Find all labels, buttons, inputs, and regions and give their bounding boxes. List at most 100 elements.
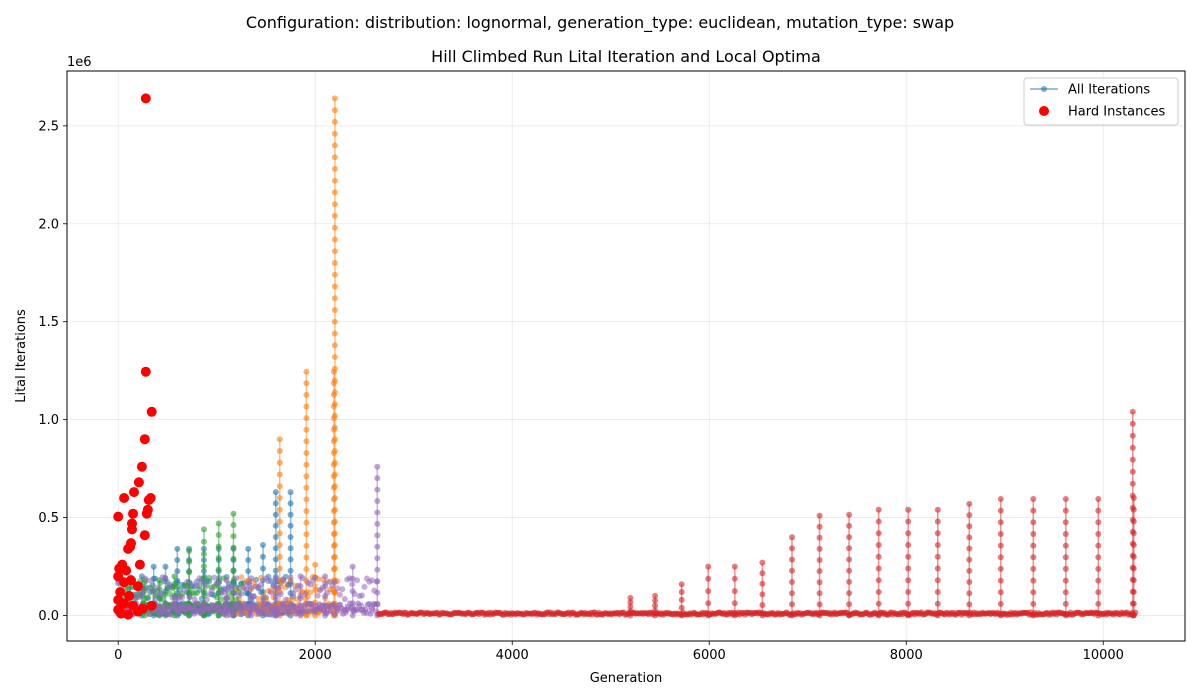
data-point [276, 471, 283, 478]
data-point [875, 600, 882, 607]
data-point [1095, 600, 1102, 607]
data-point [181, 587, 188, 593]
data-point [303, 391, 310, 398]
y-tick-label: 0.5 [38, 511, 59, 526]
hard-instance-point [124, 590, 135, 601]
data-point [846, 567, 853, 574]
data-point [330, 484, 337, 491]
data-point [304, 608, 311, 615]
data-point [280, 576, 287, 583]
data-point [331, 165, 338, 172]
data-point [331, 224, 338, 231]
hard-instance-point [132, 581, 143, 592]
y-tick-label: 1.0 [38, 413, 59, 428]
data-point [331, 189, 338, 196]
data-point [255, 595, 262, 602]
data-point [297, 573, 304, 580]
data-point [144, 584, 151, 591]
data-point [331, 611, 338, 618]
data-point [331, 354, 338, 360]
data-point [331, 307, 338, 313]
data-point [905, 530, 912, 537]
data-point [731, 563, 738, 570]
y-axis: 0.0 0.5 1.0 1.5 2.0 2.5 [38, 119, 67, 624]
data-point [652, 592, 659, 599]
data-point [166, 584, 173, 591]
data-point [846, 534, 853, 541]
data-point [905, 589, 912, 595]
data-point [678, 612, 685, 619]
data-point [374, 463, 381, 470]
data-point [875, 542, 882, 548]
data-point [816, 601, 823, 608]
data-point [243, 585, 250, 592]
data-point [652, 607, 659, 614]
data-point [627, 599, 634, 606]
data-point [934, 600, 941, 607]
data-point [1095, 554, 1102, 561]
data-point [1062, 507, 1069, 514]
data-point [314, 592, 321, 599]
data-point [303, 368, 310, 375]
y-tick-label: 0.0 [38, 609, 59, 624]
data-point [330, 403, 337, 410]
hard-instances [113, 93, 157, 620]
data-point [1062, 496, 1069, 502]
hard-instance-point [139, 530, 150, 541]
data-point [228, 582, 235, 589]
data-point [875, 518, 882, 525]
data-point [759, 591, 766, 598]
data-point [331, 330, 338, 337]
data-point [297, 602, 304, 609]
data-point [272, 511, 279, 518]
data-point [239, 610, 246, 617]
data-point [260, 553, 266, 560]
data-point [206, 574, 213, 581]
data-point [276, 565, 283, 572]
data-point [1095, 565, 1102, 572]
data-point [330, 438, 337, 445]
data-point [349, 612, 356, 619]
data-point [1030, 531, 1037, 537]
data-point [905, 506, 912, 513]
data-point [330, 426, 337, 433]
data-point [272, 612, 279, 619]
data-point [997, 531, 1004, 537]
data-point [303, 496, 310, 503]
data-point [1062, 600, 1069, 607]
data-point [334, 585, 341, 592]
data-point [233, 575, 240, 582]
data-point [846, 545, 853, 552]
data-point [330, 542, 337, 549]
data-point [330, 473, 337, 480]
data-point [167, 611, 174, 618]
data-point [1095, 589, 1102, 596]
data-point [194, 589, 200, 596]
data-point [287, 574, 294, 581]
data-point [265, 578, 272, 584]
data-point [934, 542, 941, 548]
data-point [875, 565, 882, 572]
hard-instance-point [143, 495, 154, 505]
data-point [905, 542, 912, 548]
data-point [705, 575, 712, 582]
data-point [303, 426, 310, 433]
data-point [330, 496, 337, 503]
data-point [966, 523, 973, 530]
data-point [312, 587, 319, 594]
data-point [1130, 506, 1137, 513]
hard-instance-point [136, 461, 147, 472]
data-point [248, 603, 255, 610]
data-point [230, 555, 237, 562]
hard-instance-point [113, 511, 124, 522]
data-point [248, 612, 255, 619]
data-point [374, 566, 381, 573]
data-point [186, 593, 193, 600]
data-point [287, 534, 294, 540]
data-point [731, 588, 738, 595]
data-point [297, 612, 304, 619]
data-point [816, 545, 823, 552]
data-point [1062, 565, 1069, 572]
data-point [218, 596, 225, 603]
